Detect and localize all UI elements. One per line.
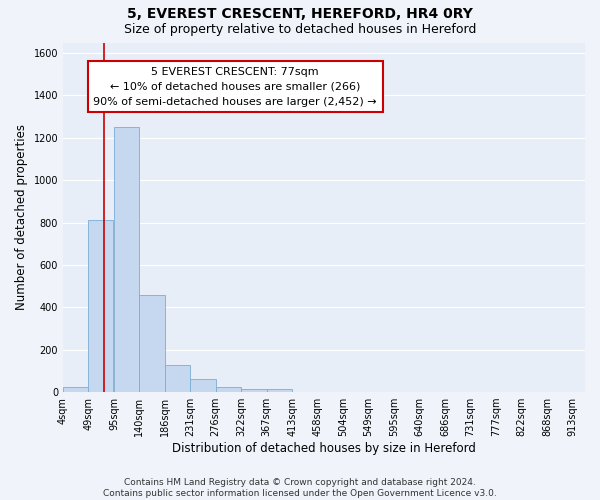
Bar [190, 380, 215, 392]
Bar [63, 387, 88, 392]
Text: Size of property relative to detached houses in Hereford: Size of property relative to detached ho… [124, 22, 476, 36]
Text: Contains HM Land Registry data © Crown copyright and database right 2024.
Contai: Contains HM Land Registry data © Crown c… [103, 478, 497, 498]
Text: 5 EVEREST CRESCENT: 77sqm
← 10% of detached houses are smaller (266)
90% of semi: 5 EVEREST CRESCENT: 77sqm ← 10% of detac… [94, 67, 377, 106]
Bar [215, 387, 241, 392]
Bar [88, 220, 113, 392]
Bar [139, 294, 164, 392]
Y-axis label: Number of detached properties: Number of detached properties [15, 124, 28, 310]
Bar [114, 127, 139, 392]
Text: 5, EVEREST CRESCENT, HEREFORD, HR4 0RY: 5, EVEREST CRESCENT, HEREFORD, HR4 0RY [127, 8, 473, 22]
Bar [266, 389, 292, 392]
Bar [241, 389, 266, 392]
X-axis label: Distribution of detached houses by size in Hereford: Distribution of detached houses by size … [172, 442, 476, 455]
Bar [165, 364, 190, 392]
